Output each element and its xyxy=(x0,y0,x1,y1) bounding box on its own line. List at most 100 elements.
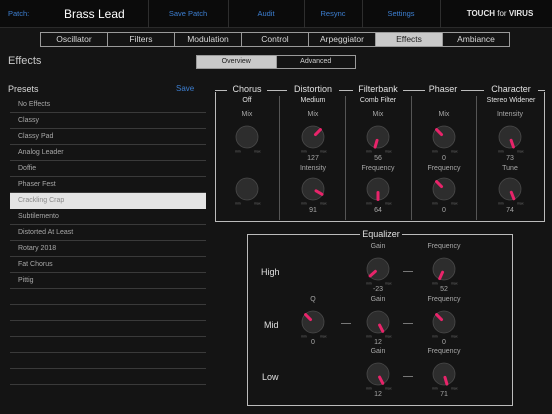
tab-filters[interactable]: Filters xyxy=(108,33,175,46)
eq-mid-gain-value: 12 xyxy=(374,339,382,346)
eq-mid-frequency-value: 0 xyxy=(442,339,446,346)
distortion-mode[interactable]: Medium xyxy=(300,97,326,104)
preset-item[interactable]: Classy xyxy=(10,113,206,129)
preset-item[interactable]: Distorted At Least xyxy=(10,225,206,241)
eq-high-frequency-label: Frequency xyxy=(427,243,461,250)
eq-mid-frequency-label: Frequency xyxy=(427,296,461,303)
character-tune-label: Tune xyxy=(502,165,518,172)
eq-high-frequency-value: 52 xyxy=(440,286,448,293)
knob-body xyxy=(432,362,456,386)
chorus-mode[interactable]: Off xyxy=(242,97,252,104)
preset-empty-slot[interactable] xyxy=(10,289,206,305)
knob-body xyxy=(235,177,259,201)
preset-item[interactable]: Doffie xyxy=(10,161,206,177)
knob-min-label: min xyxy=(366,387,372,391)
character-title: Character xyxy=(491,84,531,94)
preset-item[interactable]: Classy Pad xyxy=(10,129,206,145)
phaser-frequency-knob[interactable]: min max xyxy=(429,175,459,205)
preset-list: No Effects Classy Classy Pad Analog Lead… xyxy=(10,97,206,385)
filterbank-mix-label: Mix xyxy=(372,111,384,118)
divider xyxy=(411,96,412,220)
knob-graphic: min max xyxy=(366,310,392,338)
preset-empty-slot[interactable] xyxy=(10,321,206,337)
divider xyxy=(362,0,363,28)
eq-mid-q-value: 0 xyxy=(311,339,315,346)
preset-item[interactable]: Fat Chorus xyxy=(10,257,206,273)
knob-indicator xyxy=(368,269,377,278)
knob-graphic: min max xyxy=(366,362,392,391)
connector-line xyxy=(341,323,351,324)
tab-advanced[interactable]: Advanced xyxy=(300,58,332,65)
preset-item-selected[interactable]: Crackling Crap xyxy=(10,193,206,209)
filterbank-mix-value: 56 xyxy=(374,155,382,162)
eq-high-gain-knob[interactable]: min max xyxy=(363,255,393,285)
knob-graphic: min max xyxy=(366,257,392,285)
knob-min-label: min xyxy=(498,150,504,154)
view-segmented-control: Overview Advanced xyxy=(196,55,356,69)
preset-empty-slot[interactable] xyxy=(10,337,206,353)
save-patch-button[interactable]: Save Patch xyxy=(168,9,208,18)
knob-max-label: max xyxy=(517,202,524,206)
eq-low-frequency-knob[interactable]: min max xyxy=(429,360,459,390)
audit-button[interactable]: Audit xyxy=(257,9,275,18)
preset-item[interactable]: No Effects xyxy=(10,97,206,113)
phaser-mix-knob[interactable]: min max xyxy=(429,123,459,153)
save-preset-button[interactable]: Save xyxy=(176,84,195,93)
knob-graphic: min max xyxy=(366,177,392,206)
preset-empty-slot[interactable] xyxy=(10,369,206,385)
eq-mid-frequency-knob[interactable]: min max xyxy=(429,308,459,338)
tab-modulation[interactable]: Modulation xyxy=(175,33,242,46)
preset-item[interactable]: Subtilemento xyxy=(10,209,206,225)
preset-item[interactable]: Analog Leader xyxy=(10,145,206,161)
knob-min-label: min xyxy=(301,202,307,206)
eq-high-frequency-knob[interactable]: min max xyxy=(429,255,459,285)
chorus-second-knob[interactable]: min max xyxy=(232,175,262,205)
settings-button[interactable]: Settings xyxy=(387,9,415,18)
eq-mid-gain-knob[interactable]: min max xyxy=(363,308,393,338)
preset-item[interactable]: Pittig xyxy=(10,273,206,289)
knob-min-label: min xyxy=(235,202,241,206)
knob-min-label: min xyxy=(498,202,504,206)
preset-empty-slot[interactable] xyxy=(10,353,206,369)
tab-ambiance[interactable]: Ambiance xyxy=(457,34,495,44)
tab-oscillator[interactable]: Oscillator xyxy=(41,33,108,46)
distortion-mix-knob[interactable]: min max xyxy=(298,123,328,153)
filterbank-mix-knob[interactable]: min max xyxy=(363,123,393,153)
preset-item[interactable]: Rotary 2018 xyxy=(10,241,206,257)
resync-button[interactable]: Resync xyxy=(320,9,346,18)
preset-empty-slot[interactable] xyxy=(10,305,206,321)
character-intensity-knob[interactable]: min max xyxy=(495,123,525,153)
tab-arpeggiator[interactable]: Arpeggiator xyxy=(309,33,376,46)
tab-overview[interactable]: Overview xyxy=(197,56,277,68)
eq-high-label: High xyxy=(261,267,280,277)
effects-panel xyxy=(215,92,545,222)
character-tune-knob[interactable]: min max xyxy=(495,175,525,205)
filterbank-mode[interactable]: Comb Filter xyxy=(359,97,397,104)
character-mode[interactable]: Stereo Widener xyxy=(486,97,536,104)
tab-effects[interactable]: Effects xyxy=(376,33,443,46)
brand-logo: TOUCH for VIRUS xyxy=(448,0,552,28)
divider xyxy=(538,90,545,91)
knob-max-label: max xyxy=(451,150,458,154)
divider xyxy=(476,96,477,220)
preset-item[interactable]: Phaser Fest xyxy=(10,177,206,193)
phaser-mix-label: Mix xyxy=(438,111,450,118)
main-tabs: Oscillator Filters Modulation Control Ar… xyxy=(40,32,510,47)
knob-indicator xyxy=(443,375,449,386)
distortion-mix-label: Mix xyxy=(307,111,319,118)
filterbank-frequency-knob[interactable]: min max xyxy=(363,175,393,205)
tab-control[interactable]: Control xyxy=(242,33,309,46)
knob-max-label: max xyxy=(451,202,458,206)
knob-max-label: max xyxy=(385,202,392,206)
chorus-mix-knob[interactable]: min max xyxy=(232,123,262,153)
knob-max-label: max xyxy=(517,150,524,154)
distortion-intensity-knob[interactable]: min max xyxy=(298,175,328,205)
knob-indicator xyxy=(304,313,313,322)
knob-indicator xyxy=(435,313,444,322)
phaser-title: Phaser xyxy=(428,84,458,94)
knob-body xyxy=(498,177,522,201)
eq-low-gain-knob[interactable]: min max xyxy=(363,360,393,390)
eq-mid-q-knob[interactable]: min max xyxy=(298,308,328,338)
patch-name[interactable]: Brass Lead xyxy=(64,7,125,21)
divider xyxy=(345,96,346,220)
